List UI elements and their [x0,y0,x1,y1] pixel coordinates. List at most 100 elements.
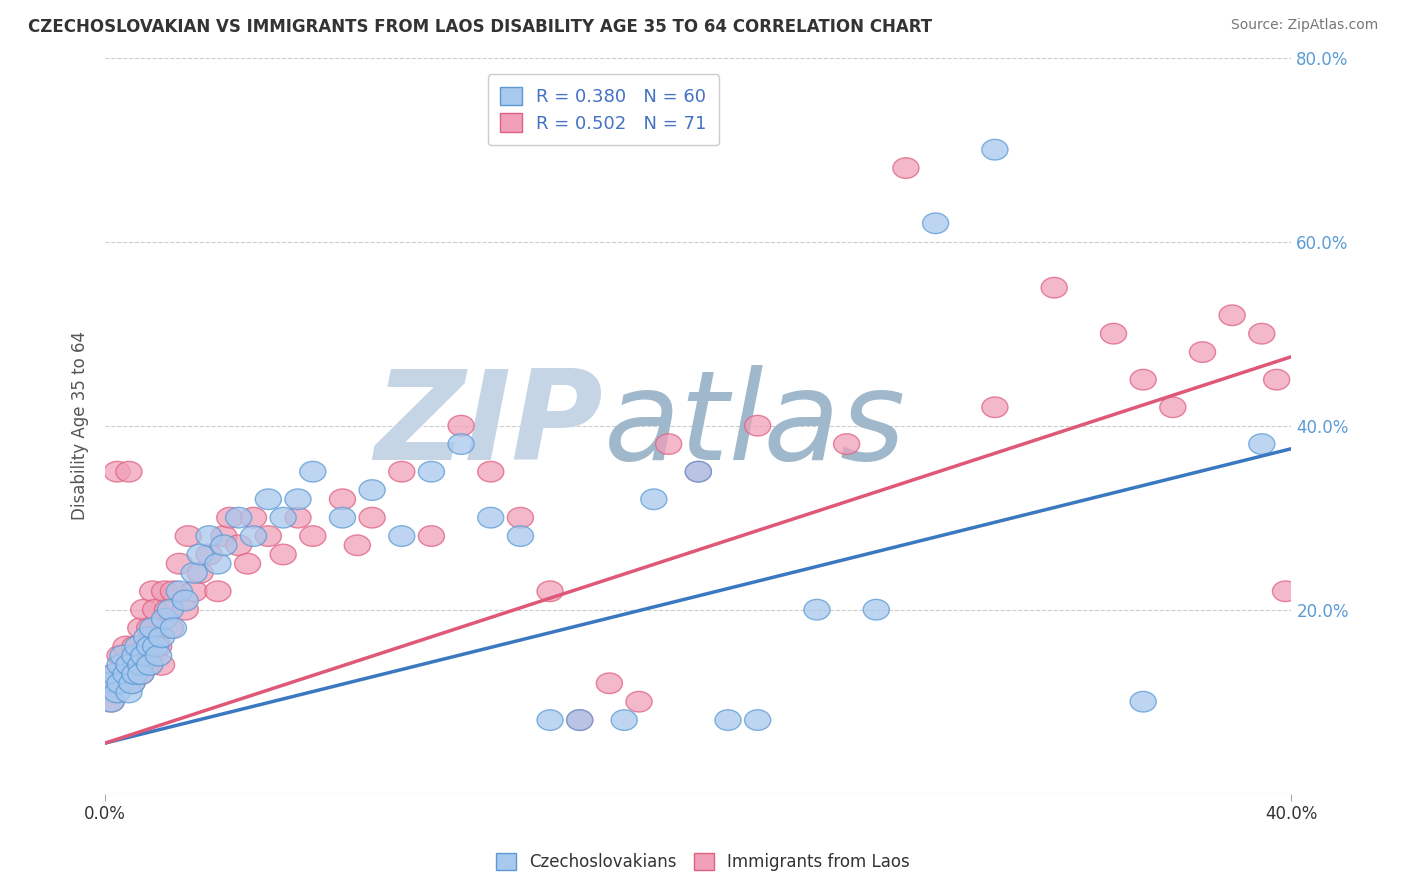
Text: Source: ZipAtlas.com: Source: ZipAtlas.com [1230,18,1378,32]
Ellipse shape [125,636,150,657]
Ellipse shape [122,636,148,657]
Ellipse shape [745,710,770,731]
Ellipse shape [1042,277,1067,298]
Ellipse shape [981,397,1008,417]
Ellipse shape [567,710,593,731]
Ellipse shape [149,655,174,675]
Ellipse shape [160,618,187,639]
Ellipse shape [537,710,564,731]
Ellipse shape [155,599,180,620]
Ellipse shape [139,618,166,639]
Ellipse shape [299,461,326,482]
Ellipse shape [256,489,281,509]
Ellipse shape [1264,369,1289,390]
Ellipse shape [1130,691,1156,712]
Text: atlas: atlas [603,365,905,486]
Ellipse shape [285,508,311,528]
Ellipse shape [225,535,252,556]
Ellipse shape [120,673,145,694]
Ellipse shape [136,655,163,675]
Ellipse shape [157,599,184,620]
Ellipse shape [1130,369,1156,390]
Ellipse shape [655,434,682,454]
Ellipse shape [101,664,127,684]
Ellipse shape [115,682,142,703]
Ellipse shape [139,581,166,601]
Ellipse shape [270,544,297,565]
Ellipse shape [449,434,474,454]
Ellipse shape [205,553,231,574]
Ellipse shape [685,461,711,482]
Ellipse shape [96,673,121,694]
Ellipse shape [152,581,177,601]
Ellipse shape [299,525,326,547]
Ellipse shape [834,434,859,454]
Ellipse shape [329,489,356,509]
Ellipse shape [1272,581,1299,601]
Ellipse shape [176,525,201,547]
Ellipse shape [745,416,770,436]
Ellipse shape [1249,324,1275,344]
Ellipse shape [152,608,177,629]
Ellipse shape [1160,397,1185,417]
Ellipse shape [122,664,148,684]
Ellipse shape [1189,342,1216,362]
Ellipse shape [981,139,1008,160]
Ellipse shape [166,581,193,601]
Ellipse shape [240,525,267,547]
Ellipse shape [235,553,260,574]
Ellipse shape [136,636,163,657]
Ellipse shape [478,461,503,482]
Ellipse shape [134,627,160,648]
Ellipse shape [211,535,236,556]
Ellipse shape [131,599,157,620]
Ellipse shape [146,646,172,666]
Ellipse shape [110,655,136,675]
Ellipse shape [388,525,415,547]
Ellipse shape [115,664,142,684]
Ellipse shape [359,480,385,500]
Ellipse shape [131,646,157,666]
Ellipse shape [508,508,533,528]
Ellipse shape [115,655,142,675]
Ellipse shape [146,636,172,657]
Ellipse shape [134,636,160,657]
Ellipse shape [101,664,127,684]
Legend: R = 0.380   N = 60, R = 0.502   N = 71: R = 0.380 N = 60, R = 0.502 N = 71 [488,74,720,145]
Ellipse shape [98,691,124,712]
Ellipse shape [641,489,666,509]
Ellipse shape [107,673,134,694]
Ellipse shape [626,691,652,712]
Ellipse shape [419,461,444,482]
Ellipse shape [181,581,207,601]
Ellipse shape [508,525,533,547]
Ellipse shape [449,416,474,436]
Ellipse shape [96,673,121,694]
Text: ZIP: ZIP [374,365,603,486]
Ellipse shape [125,646,150,666]
Ellipse shape [166,553,193,574]
Ellipse shape [187,544,214,565]
Ellipse shape [270,508,297,528]
Ellipse shape [419,525,444,547]
Ellipse shape [225,508,252,528]
Ellipse shape [128,618,153,639]
Ellipse shape [107,655,134,675]
Ellipse shape [893,158,920,178]
Ellipse shape [107,673,134,694]
Y-axis label: Disability Age 35 to 64: Disability Age 35 to 64 [72,331,89,520]
Ellipse shape [112,664,139,684]
Ellipse shape [537,581,564,601]
Ellipse shape [128,664,153,684]
Ellipse shape [173,599,198,620]
Ellipse shape [128,664,153,684]
Ellipse shape [187,563,214,583]
Ellipse shape [478,508,503,528]
Ellipse shape [173,591,198,611]
Ellipse shape [115,461,142,482]
Ellipse shape [142,599,169,620]
Ellipse shape [136,655,163,675]
Ellipse shape [359,508,385,528]
Ellipse shape [1219,305,1246,326]
Ellipse shape [240,508,267,528]
